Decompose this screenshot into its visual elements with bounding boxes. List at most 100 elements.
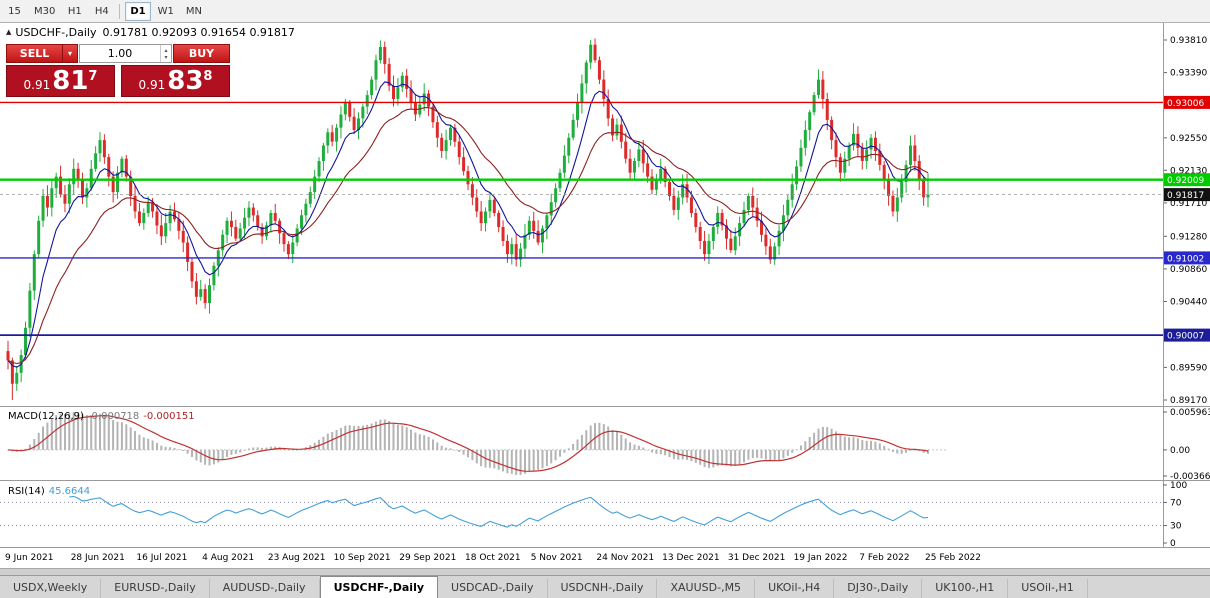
chart-tab-eurusd-daily[interactable]: EURUSD-,Daily — [101, 579, 210, 598]
candle-body — [313, 176, 317, 193]
timeframe-button-h4[interactable]: H4 — [89, 2, 114, 21]
volume-field[interactable]: 1.00 ▴ ▾ — [79, 44, 172, 63]
buy-button[interactable]: BUY — [173, 44, 230, 63]
macd-bar — [33, 439, 36, 450]
macd-bar — [502, 449, 504, 472]
timeframe-button-15[interactable]: 15 — [2, 2, 27, 21]
chart-tab-usdcnh-daily[interactable]: USDCNH-,Daily — [548, 579, 658, 598]
x-axis-date-label: 4 Aug 2021 — [202, 553, 254, 563]
candle-body — [475, 197, 479, 212]
chart-window[interactable]: 0.938100.933900.929700.925500.921300.917… — [0, 23, 1210, 568]
macd-bar — [410, 429, 412, 450]
macd-bar — [195, 449, 198, 461]
macd-bar — [243, 449, 246, 451]
macd-bar — [361, 425, 364, 450]
macd-bar — [607, 426, 610, 450]
macd-bar — [764, 449, 767, 460]
ask-price-display[interactable]: 0.91 83 8 — [121, 65, 230, 97]
candle-body — [453, 127, 457, 142]
candle-body — [260, 227, 264, 237]
chart-tab-uk100-h1[interactable]: UK100-,H1 — [922, 579, 1009, 598]
macd-bar — [462, 449, 465, 455]
candle-body — [510, 244, 514, 255]
candle-body — [760, 220, 764, 235]
macd-bar — [37, 432, 40, 450]
macd-bar — [664, 449, 667, 456]
candle-body — [663, 168, 667, 182]
chart-tab-ukoil-h4[interactable]: UKOil-,H4 — [755, 579, 835, 598]
chart-tab-usdx-weekly[interactable]: USDX,Weekly — [0, 579, 102, 598]
timeframe-button-w1[interactable]: W1 — [153, 2, 179, 21]
bid-price-display[interactable]: 0.91 81 7 — [6, 65, 115, 97]
volume-stepper[interactable]: ▴ ▾ — [160, 45, 171, 62]
candle-body — [786, 199, 790, 216]
timeframe-button-d1[interactable]: D1 — [125, 1, 151, 21]
candle-body — [593, 44, 597, 61]
macd-main-value: -0.000718 — [87, 411, 140, 422]
candle-body — [335, 127, 339, 142]
macd-bar — [830, 428, 833, 450]
candle-body — [194, 281, 198, 297]
stepper-down-icon[interactable]: ▾ — [164, 53, 168, 61]
macd-bar — [480, 449, 483, 467]
candle-body — [24, 327, 28, 355]
candle-body — [484, 211, 488, 224]
stepper-up-icon[interactable]: ▴ — [164, 46, 168, 54]
candle-body — [571, 119, 575, 138]
candle-body — [615, 124, 619, 136]
price-tag-box — [1164, 328, 1210, 342]
macd-bar — [532, 449, 535, 471]
candle-body — [225, 220, 229, 235]
trade-prices-row: 0.91 81 7 0.91 83 8 — [6, 65, 230, 97]
timeframe-button-mn[interactable]: MN — [181, 2, 207, 21]
chart-tab-usdchf-daily[interactable]: USDCHF-,Daily — [319, 576, 439, 598]
chart-tab-usdcad-daily[interactable]: USDCAD-,Daily — [438, 579, 548, 598]
chart-tab-audusd-daily[interactable]: AUDUSD-,Daily — [210, 579, 320, 598]
timeframe-button-h1[interactable]: H1 — [62, 2, 87, 21]
volume-dropdown[interactable]: ▾ — [63, 44, 78, 63]
macd-bar — [120, 422, 123, 450]
collapse-chart-icon[interactable]: ▲ — [6, 28, 12, 36]
timeframe-button-m30[interactable]: M30 — [29, 2, 60, 21]
candle-body — [908, 145, 912, 165]
candle-body — [668, 182, 672, 196]
candle-body — [431, 106, 435, 123]
macd-bar — [874, 441, 877, 450]
candle-body — [256, 215, 260, 227]
candle-body — [120, 158, 124, 173]
candle-body — [707, 240, 711, 255]
candle-body — [356, 118, 360, 130]
macd-bar — [843, 436, 846, 450]
price-chart-canvas[interactable]: 0.938100.933900.929700.925500.921300.917… — [0, 23, 1210, 568]
candle-body — [300, 215, 304, 229]
chart-tab-xauusd-m5[interactable]: XAUUSD-,M5 — [657, 579, 756, 598]
macd-bar — [826, 427, 829, 450]
macd-bar — [918, 449, 921, 452]
candle-body — [799, 147, 803, 167]
candle-body — [873, 137, 877, 151]
volume-value[interactable]: 1.00 — [107, 47, 133, 60]
candle-body — [922, 180, 926, 198]
macd-bar — [164, 446, 167, 450]
macd-bar — [804, 441, 807, 450]
candle-body — [878, 150, 882, 165]
macd-bar — [169, 447, 172, 450]
macd-bar — [28, 444, 31, 450]
macd-bar — [659, 449, 662, 455]
rsi-axis-label: 70 — [1170, 498, 1182, 508]
macd-bar — [353, 425, 356, 450]
rsi-line — [69, 495, 929, 528]
candle-body — [755, 207, 759, 221]
candle-body — [146, 202, 150, 214]
candle-body — [155, 211, 159, 226]
macd-bar — [221, 449, 224, 460]
candle-body — [492, 199, 496, 213]
sell-button[interactable]: SELL — [6, 44, 63, 63]
candle-body — [628, 158, 632, 173]
chart-tab-usoil-h1[interactable]: USOil-,H1 — [1008, 579, 1088, 598]
macd-bar — [620, 435, 623, 450]
y-axis-tick-label: 0.92130 — [1170, 166, 1207, 176]
chart-tab-dj30-daily[interactable]: DJ30-,Daily — [834, 579, 923, 598]
candle-body — [637, 149, 641, 161]
candle-body — [742, 209, 746, 224]
